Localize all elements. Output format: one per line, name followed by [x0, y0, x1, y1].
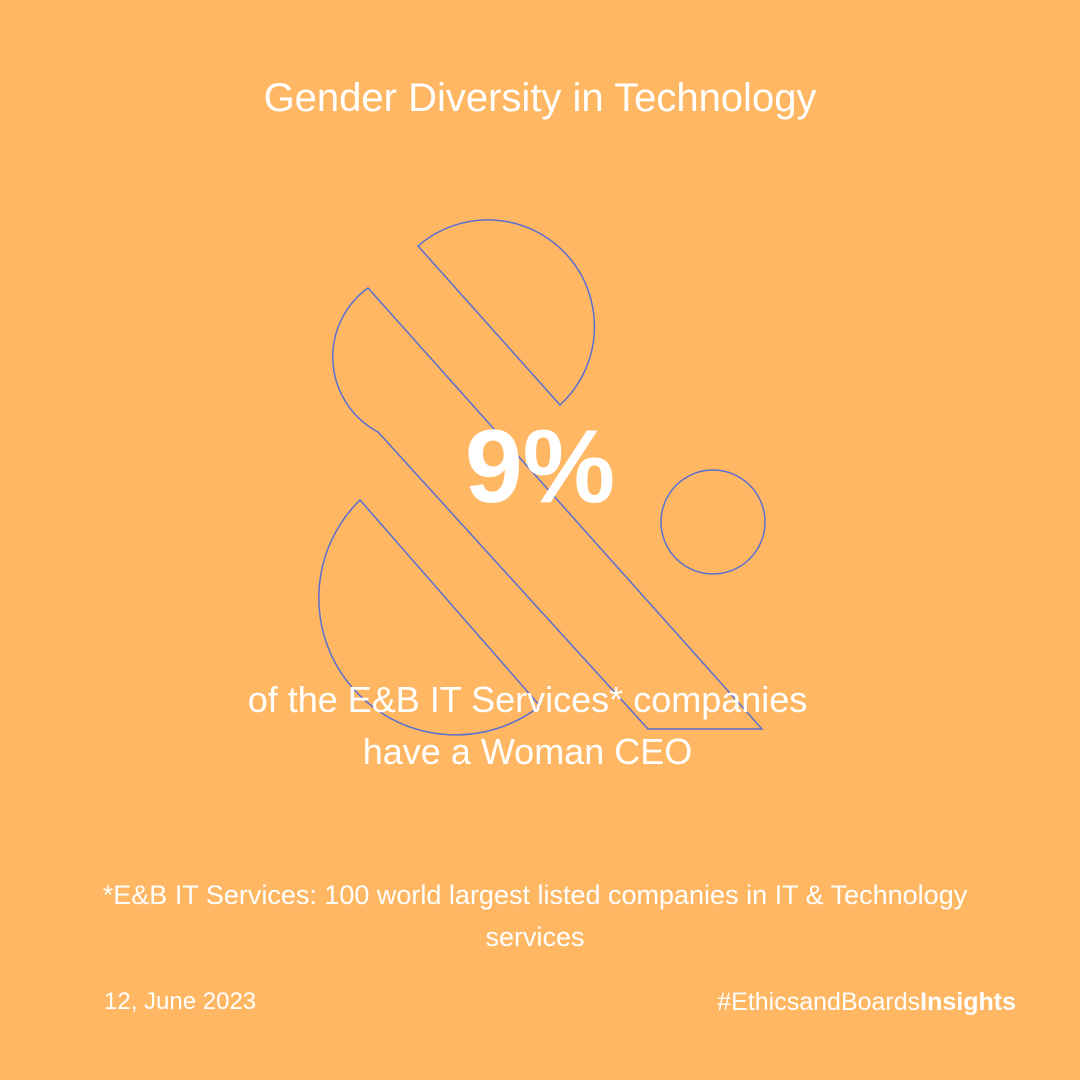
description: of the E&B IT Services* companies have a…	[0, 674, 1055, 778]
description-line: have a Woman CEO	[362, 731, 693, 772]
hashtag: #EthicsandBoardsInsights	[717, 988, 1016, 1017]
hashtag-prefix: #EthicsandBoards	[717, 988, 921, 1016]
shape-top	[416, 219, 596, 407]
date: 12, June 2023	[104, 988, 257, 1015]
footnote: *E&B IT Services: 100 world largest list…	[102, 880, 968, 952]
description-line: of the E&B IT Services* companies	[247, 679, 808, 720]
stat: 9%	[464, 409, 616, 525]
title: Gender Diversity in Technology	[263, 76, 817, 120]
shape-middle	[332, 286, 764, 730]
shape-circle	[660, 469, 766, 575]
shape-bottom	[318, 498, 542, 736]
hashtag-suffix: Insights	[920, 988, 1016, 1016]
